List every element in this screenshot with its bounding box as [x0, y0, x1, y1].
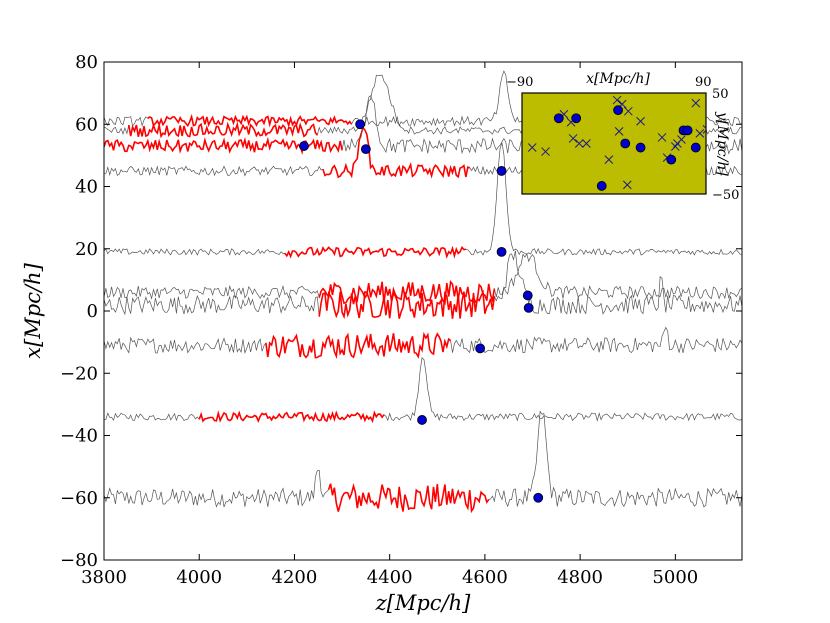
inset-y-tick-min: −50 [712, 188, 739, 203]
inset-cross-marker [691, 98, 701, 108]
inset-y-tick-max: 50 [712, 87, 729, 102]
spectrum-highlight [318, 279, 496, 306]
inset-cross-marker [574, 139, 584, 148]
inset-cross-stroke [582, 139, 591, 148]
inset-cross-stroke [604, 155, 614, 165]
x-tick-label: 4800 [557, 567, 603, 588]
inset-cross-marker [677, 135, 686, 144]
inset-cross-stroke [702, 125, 706, 130]
y-tick-label: 80 [75, 52, 98, 73]
data-point [522, 290, 533, 301]
inset-x-tick-min: −90 [506, 75, 533, 90]
inset-circle-marker [635, 142, 646, 153]
inset-circle-marker [666, 154, 677, 165]
inset-cross-stroke [612, 95, 622, 105]
inset-y-axis-label: y[Mpc/h] [714, 111, 730, 176]
inset-circle-marker [682, 125, 693, 136]
inset-circle-marker [620, 138, 631, 149]
y-tick-label: −60 [60, 488, 98, 509]
inset-cross-marker [636, 116, 645, 126]
inset-cross-marker [582, 139, 591, 148]
inset-cross-stroke [574, 139, 584, 148]
spectrum-highlight [128, 121, 318, 139]
inset-cross-marker [527, 143, 537, 152]
inset-cross-stroke [695, 129, 705, 138]
inset-chart: −90 90 x[Mpc/h] 50 −50 y[Mpc/h] [506, 71, 739, 203]
inset-cross-stroke [541, 147, 550, 156]
inset-circle-marker [571, 113, 582, 124]
inset-circle-marker [613, 105, 623, 116]
inset-cross-marker [702, 125, 706, 134]
y-tick-label: −20 [60, 363, 98, 384]
inset-x-tick-max: 90 [695, 75, 712, 90]
x-tick-label: 5000 [652, 567, 698, 588]
spectrum-highlight [284, 245, 466, 259]
inset-cross-marker [614, 127, 624, 136]
x-tick-label: 4200 [272, 567, 318, 588]
inset-cross-marker [568, 134, 578, 143]
spectrum-highlight [322, 126, 470, 179]
inset-cross-stroke [677, 135, 686, 144]
inset-cross-stroke [622, 180, 632, 190]
x-tick-label: 4400 [367, 567, 413, 588]
y-tick-label: 20 [75, 239, 98, 260]
y-tick-label: 0 [87, 301, 98, 322]
inset-cross-stroke [691, 98, 701, 108]
spectrum-highlight [327, 482, 490, 514]
spectrum-highlight [198, 410, 385, 424]
x-tick-label: 3800 [81, 567, 127, 588]
x-axis-ticks: 3800 4000 4200 4400 4600 4800 5000 [81, 62, 698, 588]
inset-cross-stroke [623, 106, 633, 116]
inset-cross-marker [623, 106, 633, 116]
inset-cross-marker [657, 133, 667, 142]
spectrum-highlight [147, 113, 353, 129]
inset-cross-marker [541, 147, 550, 156]
inset-cross-marker [622, 180, 632, 190]
inset-cross-marker [604, 155, 614, 165]
data-point [496, 246, 507, 257]
data-point [355, 119, 366, 130]
data-point [475, 343, 486, 354]
spectrum-highlight [318, 289, 496, 320]
y-axis-label: x[Mpc/h] [21, 262, 45, 358]
data-point [299, 141, 309, 151]
inset-circle-marker [553, 113, 564, 124]
inset-cross-stroke [636, 116, 645, 126]
data-point [417, 415, 427, 425]
inset-circle-marker [596, 181, 607, 191]
inset-circles-layer [553, 105, 701, 191]
x-tick-label: 4000 [176, 567, 222, 588]
inset-x-axis-label: x[Mpc/h] [586, 71, 650, 87]
y-tick-label: 40 [75, 177, 98, 198]
y-tick-label: −80 [60, 550, 98, 571]
data-point [533, 492, 544, 503]
data-point [360, 144, 371, 155]
spectrum-highlight [265, 331, 452, 360]
inset-circle-marker [690, 142, 701, 153]
y-axis-ticks: 80 60 40 20 0 −20 −40 −60 −80 [60, 52, 742, 571]
inset-cross-stroke [614, 127, 624, 136]
points-layer [299, 119, 544, 503]
inset-cross-marker [695, 129, 705, 138]
x-tick-label: 4600 [462, 567, 508, 588]
y-tick-label: −40 [60, 426, 98, 447]
x-axis-label: z[Mpc/h] [375, 591, 472, 615]
data-point [523, 302, 534, 313]
y-tick-label: 60 [75, 114, 98, 135]
inset-cross-stroke [657, 133, 667, 142]
inset-cross-stroke [527, 143, 537, 152]
inset-cross-marker [612, 95, 622, 105]
data-point [496, 166, 507, 176]
inset-cross-stroke [702, 129, 706, 134]
inset-cross-stroke [568, 134, 578, 143]
